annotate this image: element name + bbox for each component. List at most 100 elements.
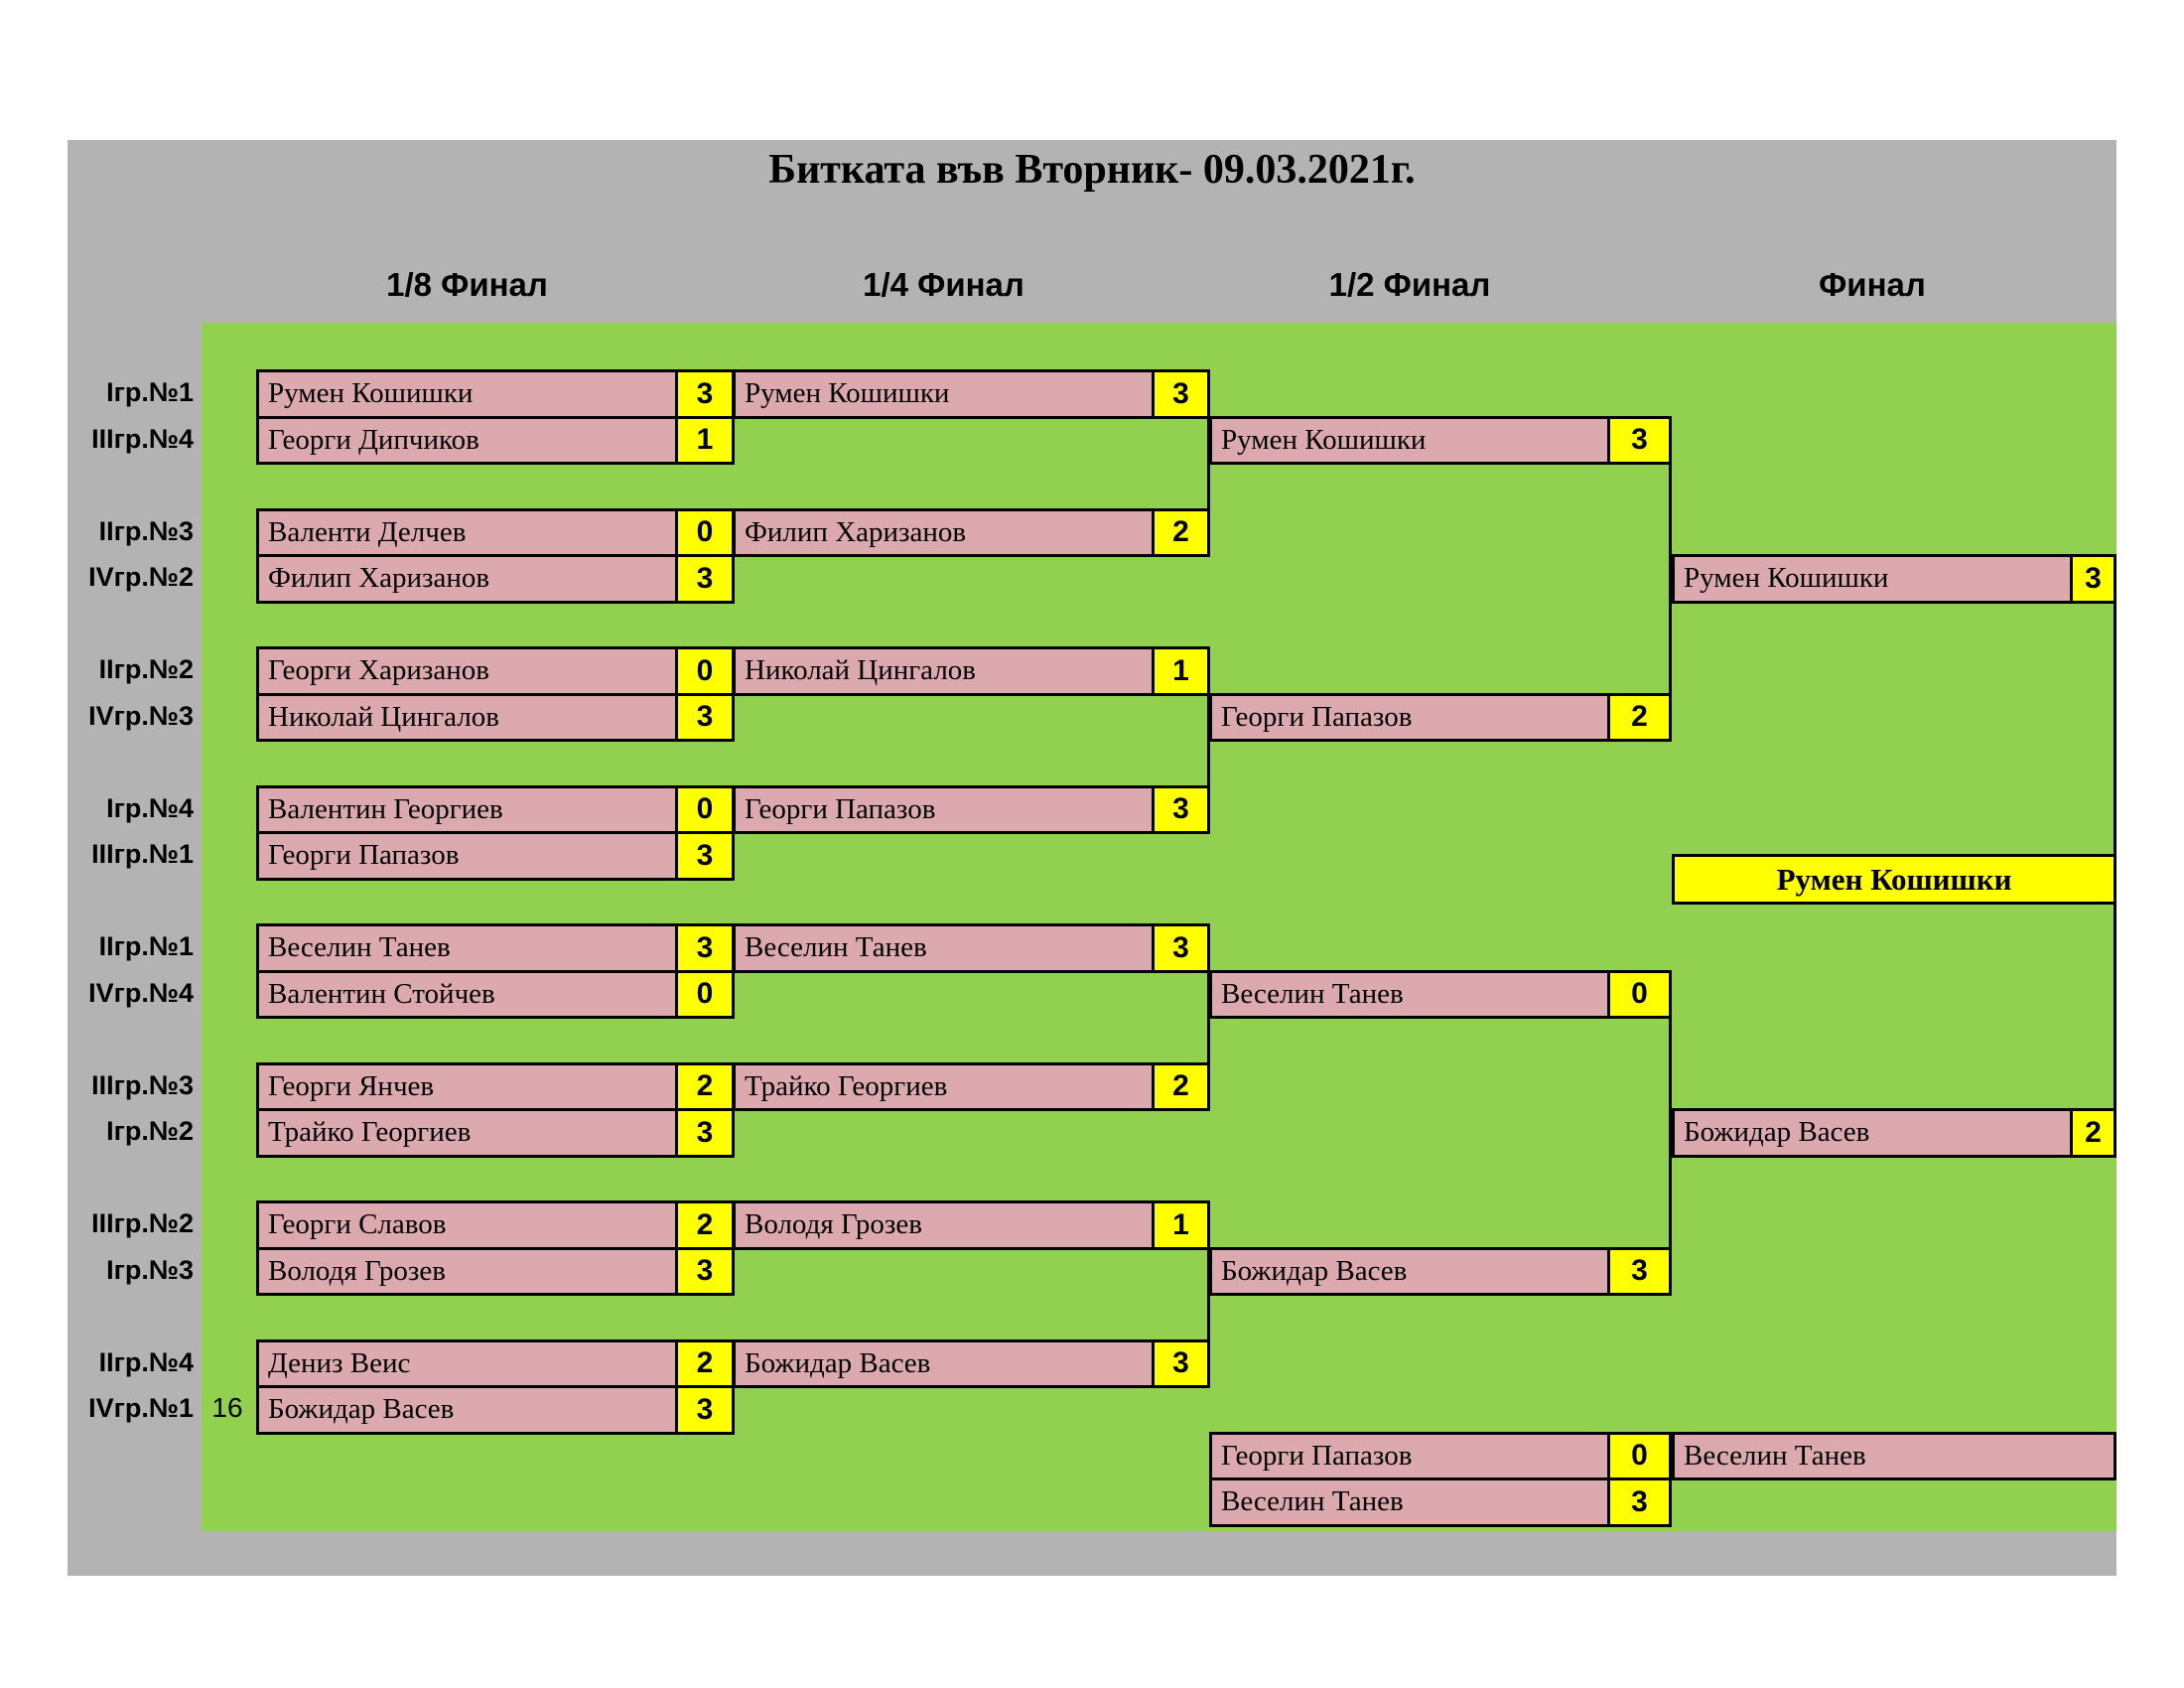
sf-match2-player1-row: Веселин Танев 0	[1209, 969, 1672, 1019]
score-cell: 0	[675, 972, 732, 1016]
score-cell: 3	[675, 926, 732, 970]
player-name-cell: Румен Кошишки	[1684, 562, 1889, 595]
group-seed-label: Iгр.№3	[106, 1254, 194, 1285]
player-name-cell: Николай Цингалов	[268, 700, 499, 733]
group-seed-label: Iгр.№1	[106, 377, 194, 407]
score-cell: 3	[675, 1249, 732, 1293]
qf-match2-player1-row: Николай Цингалов 1	[733, 646, 1210, 696]
player-name-cell: Георги Янчев	[268, 1069, 435, 1102]
player-name-cell: Божидар Васев	[1684, 1116, 1870, 1149]
group-seed-label: IIIгр.№1	[91, 839, 194, 869]
score-cell: 3	[675, 557, 732, 601]
player-name-cell: Веселин Танев	[268, 931, 451, 964]
player-name-cell: Румен Кошишки	[268, 377, 474, 410]
player-name-cell: Георги Славов	[268, 1208, 447, 1241]
score-cell: 3	[1152, 1341, 1207, 1385]
r16-match7-player1-row: Георги Славов 2	[256, 1200, 735, 1250]
champion-box: Румен Кошишки	[1672, 854, 2116, 905]
player-name-cell: Трайко Георгиев	[268, 1116, 472, 1149]
player-name-cell: Румен Кошишки	[1221, 423, 1427, 456]
score-cell: 3	[675, 834, 732, 878]
bracket-connector	[1207, 1246, 1210, 1342]
r16-match7-player2-row: Володя Грозев 3	[256, 1246, 735, 1296]
third-place-player2-row: Веселин Танев 3	[1209, 1477, 1672, 1527]
participants-count-note: 16	[211, 1392, 243, 1423]
score-cell: 3	[1152, 926, 1207, 970]
player-name-cell: Валентин Стойчев	[268, 977, 495, 1010]
group-seed-label: IVгр.№1	[88, 1393, 194, 1423]
r16-match5-player1-row: Веселин Танев 3	[256, 923, 735, 973]
score-cell: 0	[1607, 972, 1669, 1016]
score-cell: 1	[1152, 1203, 1207, 1247]
sf-match1-player1-row: Румен Кошишки 3	[1209, 415, 1672, 465]
player-name-cell: Георги Дипчиков	[268, 423, 479, 456]
player-name-cell: Георги Папазов	[1221, 1439, 1413, 1472]
player-name-cell: Володя Грозев	[745, 1208, 922, 1241]
score-cell: 0	[675, 787, 732, 831]
score-cell: 3	[1152, 372, 1207, 416]
score-cell: 3	[1607, 1249, 1669, 1293]
final-player2-row: Божидар Васев 2	[1672, 1108, 2116, 1158]
r16-match3-player1-row: Георги Харизанов 0	[256, 646, 735, 696]
score-cell: 0	[675, 649, 732, 693]
player-name-cell: Георги Харизанов	[268, 654, 489, 687]
group-seed-label: IIгр.№3	[98, 515, 194, 546]
score-cell: 2	[2070, 1111, 2114, 1155]
third-place-winner-box: Веселин Танев	[1672, 1431, 2116, 1480]
sf-match1-player2-row: Георги Папазов 2	[1209, 692, 1672, 742]
r16-match5-player2-row: Валентин Стойчев 0	[256, 969, 735, 1019]
round-header-1-2: 1/2 Финал	[1328, 266, 1491, 303]
score-cell: 0	[675, 510, 732, 554]
player-name-cell: Георги Папазов	[1221, 700, 1413, 733]
group-seed-label: IVгр.№3	[88, 700, 194, 731]
round-header-final: Финал	[1819, 266, 1926, 303]
player-name-cell: Валенти Делчев	[268, 515, 467, 548]
sf-match2-player2-row: Божидар Васев 3	[1209, 1246, 1672, 1296]
qf-match4-player2-row: Божидар Васев 3	[733, 1338, 1210, 1388]
score-cell: 0	[1607, 1434, 1669, 1477]
player-name-cell: Веселин Танев	[1221, 977, 1404, 1010]
qf-match2-player2-row: Георги Папазов 3	[733, 784, 1210, 834]
r16-match3-player2-row: Николай Цингалов 3	[256, 692, 735, 742]
player-name-cell: Божидар Васев	[268, 1393, 455, 1426]
score-cell: 2	[1607, 695, 1669, 739]
score-cell: 2	[675, 1064, 732, 1108]
player-name-cell: Володя Грозев	[268, 1254, 446, 1287]
player-name-cell: Веселин Танев	[1221, 1485, 1404, 1518]
group-seed-label: IIгр.№4	[98, 1346, 194, 1377]
round-header-1-4: 1/4 Финал	[863, 266, 1024, 303]
score-cell: 3	[1152, 787, 1207, 831]
r16-match4-player2-row: Георги Папазов 3	[256, 831, 735, 881]
r16-match1-player1-row: Румен Кошишки 3	[256, 369, 735, 419]
r16-match2-player1-row: Валенти Делчев 0	[256, 507, 735, 557]
r16-match4-player1-row: Валентин Георгиев 0	[256, 784, 735, 834]
qf-match1-player2-row: Филип Харизанов 2	[733, 507, 1210, 557]
score-cell: 3	[675, 1388, 732, 1432]
group-seed-label: IIIгр.№3	[91, 1069, 194, 1100]
score-cell: 3	[675, 1111, 732, 1155]
qf-match4-player1-row: Володя Грозев 1	[733, 1200, 1210, 1250]
qf-match3-player1-row: Веселин Танев 3	[733, 923, 1210, 973]
score-cell: 3	[2070, 557, 2114, 601]
player-name-cell: Николай Цингалов	[745, 654, 976, 687]
qf-match3-player2-row: Трайко Георгиев 2	[733, 1061, 1210, 1111]
r16-match1-player2-row: Георги Дипчиков 1	[256, 415, 735, 465]
score-cell: 3	[1607, 1480, 1669, 1524]
bracket-connector	[1669, 1016, 1672, 1250]
player-name-cell: Веселин Танев	[745, 931, 927, 964]
final-player1-row: Румен Кошишки 3	[1672, 554, 2116, 604]
score-cell: 3	[675, 372, 732, 416]
r16-match6-player2-row: Трайко Георгиев 3	[256, 1108, 735, 1158]
r16-match8-player2-row: Божидар Васев 3	[256, 1385, 735, 1435]
group-seed-label: IVгр.№2	[88, 562, 194, 592]
score-cell: 2	[1152, 1064, 1207, 1108]
player-name-cell: Георги Папазов	[268, 839, 460, 872]
player-name-cell: Валентин Георгиев	[268, 792, 503, 825]
group-seed-label: Iгр.№4	[106, 792, 194, 823]
player-name-cell: Трайко Георгиев	[745, 1069, 948, 1102]
r16-match8-player1-row: Дениз Веис 2	[256, 1338, 735, 1388]
bracket-connector	[1207, 692, 1210, 788]
bracket-connector	[1207, 969, 1210, 1065]
group-seed-label: IIгр.№1	[98, 931, 194, 961]
